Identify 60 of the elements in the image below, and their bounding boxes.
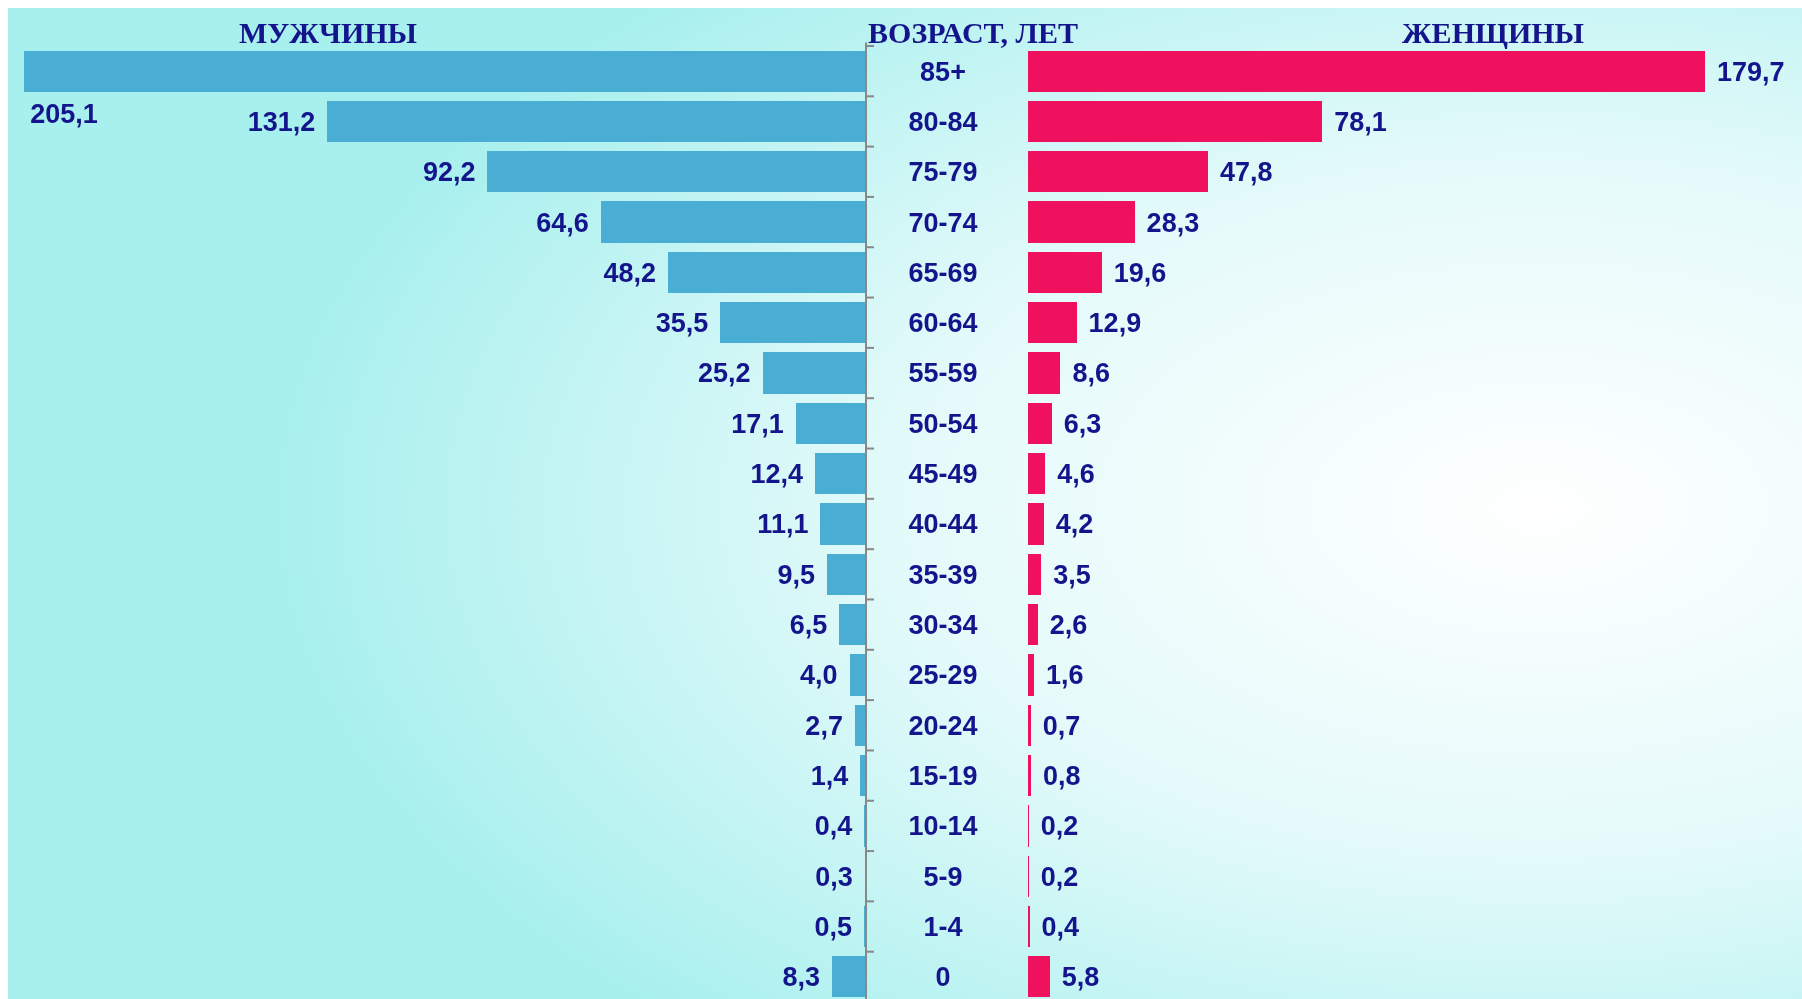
y-tick-label: 40-44 xyxy=(908,509,978,540)
y-tick-label: 85+ xyxy=(920,56,966,87)
y-tick-label: 50-54 xyxy=(908,408,978,439)
y-tick-label: 10-14 xyxy=(908,811,978,842)
data-label: 12,9 xyxy=(1088,308,1142,339)
y-tick-label: 0 xyxy=(935,962,951,993)
data-label: 9,5 xyxy=(777,559,815,590)
data-label: 1,6 xyxy=(1046,660,1084,691)
y-tick-label: 65-69 xyxy=(908,257,978,288)
y-tick-label: 80-84 xyxy=(908,106,978,137)
chart-title: МУЖЧИНЫ xyxy=(238,15,418,49)
y-tick-label: 45-49 xyxy=(908,459,978,490)
data-label: 8,6 xyxy=(1072,358,1110,389)
data-label: 17,1 xyxy=(731,408,784,439)
data-label: 35,5 xyxy=(655,308,709,339)
y-tick-label: 30-34 xyxy=(908,610,978,641)
data-label: 205,1 xyxy=(30,99,98,130)
y-axis-title: ВОЗРАСТ, ЛЕТ xyxy=(868,15,1078,49)
data-label: 64,6 xyxy=(536,207,589,238)
data-label: 19,6 xyxy=(1113,257,1167,288)
y-tick-label: 15-19 xyxy=(908,761,978,792)
y-tick-label: 55-59 xyxy=(908,358,978,389)
data-label: 5,8 xyxy=(1061,962,1100,993)
data-label: 8,3 xyxy=(782,962,820,993)
data-label: 0,8 xyxy=(1043,761,1081,792)
y-tick-label: 1-4 xyxy=(923,911,963,942)
data-label: 78,1 xyxy=(1334,106,1387,137)
data-label: 28,3 xyxy=(1146,207,1200,238)
data-label: 12,4 xyxy=(750,459,804,490)
data-label: 0,4 xyxy=(814,811,853,842)
data-label: 1,4 xyxy=(810,761,849,792)
data-label: 2,7 xyxy=(805,710,843,741)
data-label: 2,6 xyxy=(1049,610,1088,641)
data-label: 4,2 xyxy=(1055,509,1094,540)
data-label: 4,0 xyxy=(800,660,838,691)
data-label: 179,7 xyxy=(1717,56,1785,87)
y-tick-label: 25-29 xyxy=(908,660,978,691)
y-tick-label: 20-24 xyxy=(908,710,978,741)
data-label: 0,4 xyxy=(1041,911,1080,942)
data-label: 3,5 xyxy=(1053,559,1091,590)
chart-title: ЖЕНЩИНЫ xyxy=(1401,15,1585,49)
y-tick-label: 35-39 xyxy=(908,559,978,590)
data-label: 25,2 xyxy=(697,358,751,389)
data-label: 0,5 xyxy=(814,911,852,942)
data-label: 0,3 xyxy=(815,861,853,892)
data-label: 47,8 xyxy=(1220,157,1273,188)
data-label: 6,3 xyxy=(1063,408,1102,439)
y-tick-label: 70-74 xyxy=(908,207,978,238)
y-tick-label: 75-79 xyxy=(908,157,978,188)
data-label: 6,5 xyxy=(789,610,828,641)
data-label: 48,2 xyxy=(603,257,657,288)
y-tick-label: 60-64 xyxy=(908,308,978,339)
data-label: 4,6 xyxy=(1057,459,1095,490)
data-label: 0,7 xyxy=(1042,710,1081,741)
data-label: 11,1 xyxy=(757,509,809,540)
data-label: 92,2 xyxy=(422,157,476,188)
data-label: 0,2 xyxy=(1040,861,1079,892)
data-label: 0,2 xyxy=(1040,811,1079,842)
y-tick-label: 5-9 xyxy=(923,861,963,892)
data-label: 131,2 xyxy=(247,106,316,137)
